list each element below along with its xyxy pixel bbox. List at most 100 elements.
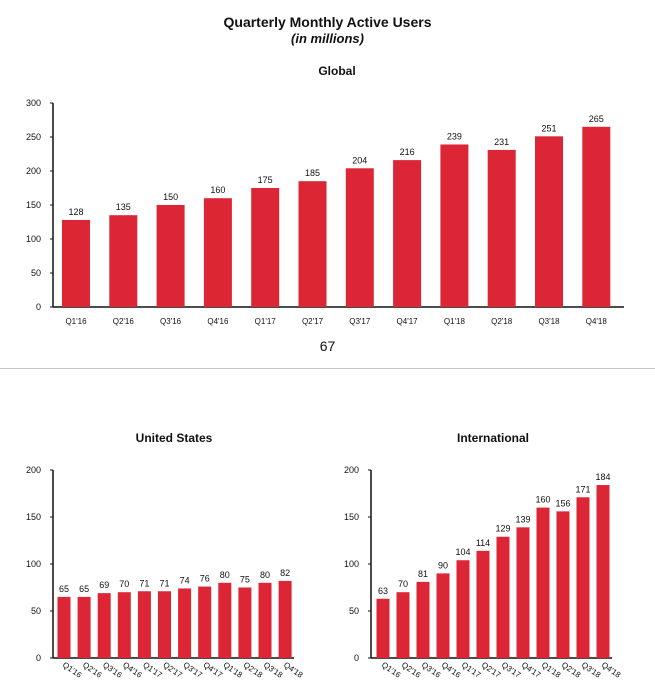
global-category-label: Q1'18 <box>444 317 466 326</box>
intl-category-label: Q2'18 <box>560 660 583 680</box>
intl-category-label: Q4'16 <box>440 660 463 680</box>
us-data-label: 71 <box>139 578 149 588</box>
intl-y-tick-label: 0 <box>354 653 359 663</box>
us-y-tick-label: 200 <box>26 465 41 475</box>
global-data-label: 185 <box>305 168 320 178</box>
intl-bar-Q3'16 <box>416 581 430 658</box>
intl-bar-Q2'17 <box>476 550 490 658</box>
intl-data-label: 139 <box>515 514 530 524</box>
global-category-label: Q4'17 <box>397 317 419 326</box>
global-y-tick-label: 100 <box>26 234 41 244</box>
intl-y-tick-label: 150 <box>344 512 359 522</box>
intl-data-label: 160 <box>535 495 550 505</box>
global-bar-Q3'16 <box>156 205 185 307</box>
global-data-label: 135 <box>116 202 131 212</box>
global-data-label: 239 <box>447 131 462 141</box>
global-chart: Global 0 50 100 150 200 250 300 128 Q1'16 135 Q2'16… <box>26 64 624 326</box>
intl-data-label: 90 <box>438 560 448 570</box>
us-data-label: 71 <box>159 578 169 588</box>
global-y-tick-label: 150 <box>26 200 41 210</box>
us-data-label: 76 <box>200 574 210 584</box>
global-category-label: Q2'18 <box>491 317 513 326</box>
page-divider <box>0 368 655 369</box>
intl-category-label: Q2'16 <box>400 660 423 680</box>
global-bar-Q1'16 <box>62 219 90 307</box>
global-data-label: 265 <box>589 114 604 124</box>
intl-data-label: 114 <box>476 538 490 548</box>
intl-category-label: Q1'16 <box>380 660 403 680</box>
global-category-label: Q4'16 <box>207 317 229 326</box>
global-bar-Q4'16 <box>203 198 232 307</box>
intl-bar-Q3'18 <box>576 497 590 658</box>
us-bar-Q2'18 <box>238 587 252 658</box>
intl-category-label: Q1'18 <box>540 660 563 680</box>
global-category-label: Q4'18 <box>586 317 608 326</box>
global-data-label: 128 <box>68 207 83 217</box>
intl-bar-Q1'16 <box>376 598 390 658</box>
intl-category-label: Q3'16 <box>420 660 443 680</box>
intl-bar-Q4'17 <box>516 527 530 658</box>
global-y-tick-label: 250 <box>26 132 41 142</box>
us-bar-Q4'16 <box>117 592 131 658</box>
intl-y-tick-label: 50 <box>349 606 359 616</box>
us-data-label: 65 <box>59 584 69 594</box>
intl-bar-Q2'16 <box>396 592 410 658</box>
page-subtitle: (in millions) <box>291 31 364 46</box>
intl-category-label: Q4'18 <box>600 660 623 680</box>
global-bar-Q3'17 <box>345 168 374 307</box>
us-bar-Q2'16 <box>77 596 91 658</box>
intl-category-label: Q3'18 <box>580 660 603 680</box>
global-bar-Q2'17 <box>298 181 327 307</box>
intl-category-label: Q2'17 <box>480 660 503 680</box>
us-y-tick-label: 100 <box>26 559 41 569</box>
us-data-label: 65 <box>79 584 89 594</box>
global-data-label: 231 <box>494 137 509 147</box>
global-data-label: 251 <box>541 123 556 133</box>
us-bar-Q1'17 <box>137 591 151 658</box>
global-data-label: 150 <box>163 192 178 202</box>
intl-data-label: 184 <box>595 472 610 482</box>
global-category-label: Q2'17 <box>302 317 324 326</box>
intl-bar-Q1'17 <box>456 560 470 658</box>
intl-data-label: 70 <box>398 579 408 589</box>
global-category-label: Q3'17 <box>349 317 371 326</box>
us-data-label: 82 <box>280 568 290 578</box>
global-bar-Q2'18 <box>487 149 516 307</box>
global-bar-Q2'16 <box>109 215 138 307</box>
intl-bar-Q1'18 <box>536 507 550 658</box>
global-bar-Q4'17 <box>393 160 422 307</box>
us-data-label: 70 <box>119 579 129 589</box>
us-y-tick-label: 0 <box>36 653 41 663</box>
global-y-tick-label: 50 <box>31 268 41 278</box>
us-bar-Q1'16 <box>57 596 71 658</box>
us-bar-Q3'16 <box>97 593 111 658</box>
global-category-label: Q3'16 <box>160 317 182 326</box>
intl-y-tick-label: 200 <box>344 465 359 475</box>
intl-category-label: Q1'17 <box>460 660 483 680</box>
us-bar-Q3'17 <box>178 588 192 658</box>
global-data-label: 204 <box>352 155 367 165</box>
global-bar-Q1'17 <box>251 188 280 307</box>
global-category-label: Q1'16 <box>65 317 87 326</box>
global-chart-title: Global <box>318 64 355 78</box>
us-bar-Q4'17 <box>198 586 212 658</box>
global-category-label: Q3'18 <box>538 317 560 326</box>
global-data-label: 175 <box>258 175 273 185</box>
global-data-label: 160 <box>210 185 225 195</box>
page-number: 67 <box>319 338 336 354</box>
page-title: Quarterly Monthly Active Users <box>223 14 432 30</box>
intl-data-label: 104 <box>455 547 470 557</box>
us-bar-Q2'17 <box>158 591 171 658</box>
us-chart-title: United States <box>136 431 213 445</box>
global-category-label: Q1'17 <box>255 317 277 326</box>
us-bar-Q4'18 <box>278 580 292 658</box>
global-category-label: Q2'16 <box>113 317 135 326</box>
intl-category-label: Q3'17 <box>500 660 523 680</box>
intl-bar-Q3'17 <box>496 536 510 658</box>
intl-y-tick-label: 100 <box>344 559 359 569</box>
intl-data-label: 156 <box>555 498 570 508</box>
us-data-label: 80 <box>260 570 270 580</box>
global-y-tick-label: 300 <box>26 98 41 108</box>
